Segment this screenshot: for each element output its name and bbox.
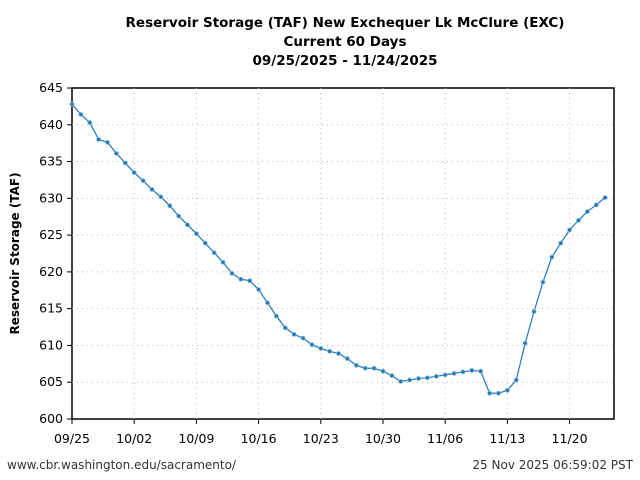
data-point bbox=[549, 254, 555, 260]
data-point bbox=[185, 222, 190, 228]
data-point bbox=[487, 390, 493, 396]
x-tick-label: 10/30 bbox=[365, 431, 401, 446]
data-point bbox=[96, 137, 102, 142]
data-point bbox=[442, 372, 448, 378]
chart-title: Reservoir Storage (TAF) New Exchequer Lk… bbox=[125, 15, 565, 31]
plot-frame bbox=[71, 87, 615, 420]
x-tick-label: 10/09 bbox=[178, 431, 214, 446]
data-point bbox=[105, 140, 110, 145]
data-point bbox=[265, 300, 270, 306]
data-point bbox=[416, 376, 421, 381]
data-point bbox=[78, 112, 84, 117]
data-point bbox=[389, 373, 395, 379]
timestamp: 25 Nov 2025 06:59:02 PST bbox=[472, 458, 633, 472]
x-tick-label: 10/02 bbox=[116, 431, 152, 446]
y-tick-label: 600 bbox=[39, 411, 63, 426]
data-point bbox=[122, 160, 128, 166]
data-point bbox=[593, 202, 599, 208]
y-tick-label: 615 bbox=[39, 301, 63, 316]
y-tick-label: 640 bbox=[39, 117, 63, 132]
data-point bbox=[433, 373, 439, 379]
y-axis-label: Reservoir Storage (TAF) bbox=[8, 172, 22, 334]
data-point bbox=[291, 332, 297, 337]
x-tick-label: 09/25 bbox=[54, 431, 90, 446]
data-point bbox=[149, 187, 155, 192]
data-point bbox=[238, 276, 244, 282]
data-point bbox=[478, 368, 484, 374]
data-point bbox=[211, 250, 217, 256]
data-point bbox=[229, 270, 235, 276]
data-point bbox=[318, 345, 324, 351]
x-tick-label: 11/13 bbox=[489, 431, 525, 446]
data-point bbox=[371, 365, 377, 371]
y-tick-label: 625 bbox=[39, 227, 63, 242]
data-point bbox=[167, 203, 173, 209]
x-tick-label: 10/16 bbox=[241, 431, 277, 446]
y-tick-label: 620 bbox=[39, 264, 63, 279]
data-point bbox=[425, 375, 430, 381]
data-point bbox=[256, 287, 261, 292]
data-point bbox=[576, 217, 581, 223]
data-point bbox=[282, 325, 288, 331]
data-point bbox=[584, 209, 590, 214]
y-tick-label: 610 bbox=[39, 337, 63, 352]
data-point bbox=[87, 120, 93, 125]
data-point bbox=[398, 379, 404, 384]
data-point bbox=[353, 362, 359, 368]
data-point bbox=[220, 259, 226, 265]
source-url[interactable]: www.cbr.washington.edu/sacramento/ bbox=[7, 458, 236, 472]
data-point bbox=[531, 309, 537, 315]
data-point bbox=[202, 240, 208, 246]
data-point bbox=[158, 194, 164, 200]
data-point bbox=[336, 351, 341, 356]
data-point bbox=[193, 231, 199, 237]
data-point bbox=[567, 227, 572, 233]
y-tick-label: 635 bbox=[39, 154, 63, 169]
data-point bbox=[300, 335, 306, 341]
data-point bbox=[522, 340, 528, 346]
data-point bbox=[176, 213, 182, 219]
data-point bbox=[131, 170, 137, 175]
data-point bbox=[114, 151, 119, 156]
data-point bbox=[407, 377, 413, 383]
data-point bbox=[513, 377, 519, 383]
data-point bbox=[496, 390, 501, 396]
y-tick-label: 605 bbox=[39, 374, 63, 389]
data-point bbox=[380, 368, 386, 374]
x-tick-label: 10/23 bbox=[303, 431, 339, 446]
data-point bbox=[602, 195, 608, 200]
data-point bbox=[345, 356, 350, 362]
data-point bbox=[558, 240, 564, 246]
y-tick-label: 630 bbox=[39, 190, 63, 205]
data-point bbox=[362, 365, 368, 371]
data-point bbox=[504, 387, 510, 393]
x-tick-label: 11/06 bbox=[427, 431, 463, 446]
data-point bbox=[469, 368, 475, 373]
data-point bbox=[273, 313, 279, 319]
chart-date-range: 09/25/2025 - 11/24/2025 bbox=[252, 53, 438, 69]
data-point bbox=[540, 279, 546, 285]
x-tick-label: 11/20 bbox=[552, 431, 588, 446]
data-point bbox=[460, 369, 466, 375]
data-point bbox=[451, 370, 457, 376]
chart-subtitle: Current 60 Days bbox=[283, 34, 407, 50]
data-point bbox=[247, 278, 253, 284]
data-point bbox=[309, 342, 315, 348]
data-point bbox=[69, 101, 75, 107]
data-point bbox=[140, 178, 146, 184]
y-tick-label: 645 bbox=[39, 80, 63, 95]
data-point bbox=[327, 348, 333, 354]
